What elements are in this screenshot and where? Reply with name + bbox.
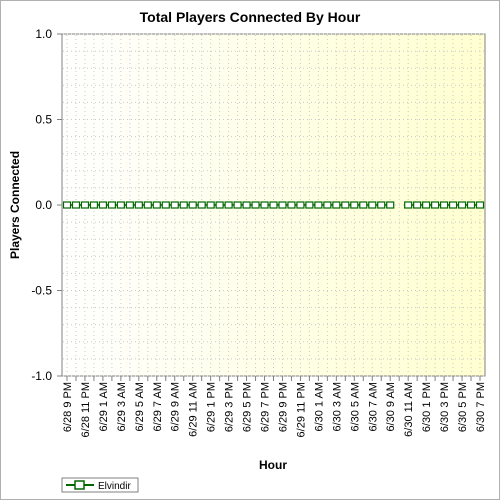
data-point (233, 201, 242, 209)
data-point (368, 201, 377, 209)
chart-title: Total Players Connected By Hour (140, 9, 361, 25)
data-point (448, 201, 458, 209)
data-point (314, 201, 323, 209)
data-point (296, 201, 305, 209)
x-tick-label: 6/30 5 PM (457, 382, 469, 432)
data-point (475, 201, 485, 209)
data-point (179, 201, 188, 209)
x-tick-label: 6/30 1 AM (313, 382, 325, 432)
data-point (71, 201, 81, 209)
x-tick-label: 6/29 11 AM (188, 382, 200, 437)
data-point (377, 201, 386, 209)
x-tick-label: 6/29 5 AM (134, 382, 146, 432)
y-axis-title: Players Connected (8, 151, 22, 259)
x-tick-label: 6/29 7 PM (260, 382, 272, 432)
y-tick-label: -1.0 (31, 369, 52, 383)
data-point (278, 201, 287, 209)
data-point (323, 201, 332, 209)
legend-marker-icon (74, 480, 85, 490)
data-point (439, 201, 449, 209)
data-point (98, 201, 108, 209)
data-point (242, 201, 251, 209)
x-tick-label: 6/29 1 AM (98, 382, 110, 432)
data-point (116, 201, 125, 209)
data-point (89, 201, 99, 209)
data-point (332, 201, 341, 209)
data-point (359, 201, 368, 209)
data-point (431, 201, 440, 209)
data-point (125, 201, 134, 209)
data-point (170, 201, 179, 209)
x-tick-label: 6/28 11 PM (80, 382, 92, 437)
data-point (457, 201, 467, 209)
legend-label: Elvindir (98, 481, 131, 492)
data-point (107, 201, 116, 209)
x-tick-label: 6/29 3 AM (116, 382, 128, 432)
data-point (287, 201, 296, 209)
data-point (305, 201, 314, 209)
data-point (197, 201, 206, 209)
data-point (188, 201, 197, 209)
data-point (251, 201, 260, 209)
x-tick-label: 6/29 11 PM (295, 382, 307, 437)
x-axis-title: Hour (259, 458, 287, 472)
x-tick-label: 6/29 3 PM (224, 382, 236, 432)
y-tick-label: 1.0 (35, 27, 52, 41)
y-tick-label: 0.0 (35, 198, 52, 212)
data-point (386, 201, 395, 209)
x-tick-label: 6/30 9 AM (385, 382, 397, 432)
x-tick-label: 6/29 9 AM (170, 382, 182, 432)
data-point (269, 201, 278, 209)
y-tick-label: -0.5 (31, 284, 52, 298)
data-point (404, 201, 413, 209)
x-tick-label: 6/30 3 PM (439, 382, 451, 432)
data-point (350, 201, 359, 209)
x-tick-label: 6/30 3 AM (331, 382, 343, 432)
data-point (134, 201, 143, 209)
data-point (260, 201, 269, 209)
x-tick-label: 6/30 1 PM (421, 382, 433, 432)
y-tick-label: 0.5 (35, 113, 52, 127)
data-point (62, 201, 72, 209)
data-point (80, 201, 90, 209)
data-point (143, 201, 152, 209)
x-tick-label: 6/29 7 AM (152, 382, 164, 432)
data-point (224, 201, 233, 209)
data-point (422, 201, 431, 209)
data-point (152, 201, 161, 209)
x-tick-label: 6/28 9 PM (62, 382, 74, 432)
data-point (341, 201, 350, 209)
x-tick-label: 6/30 7 PM (475, 382, 487, 432)
data-point (161, 201, 170, 209)
x-tick-label: 6/30 5 AM (349, 382, 361, 432)
data-point (215, 201, 224, 209)
x-tick-label: 6/29 5 PM (242, 382, 254, 432)
legend: Elvindir (61, 477, 139, 493)
x-tick-label: 6/29 9 PM (277, 382, 289, 432)
x-tick-label: 6/30 7 AM (367, 382, 379, 432)
x-tick-label: 6/29 1 PM (206, 382, 218, 432)
data-point (466, 201, 476, 209)
x-tick-label: 6/30 11 AM (403, 382, 415, 437)
data-point (413, 201, 422, 209)
data-point (206, 201, 215, 209)
